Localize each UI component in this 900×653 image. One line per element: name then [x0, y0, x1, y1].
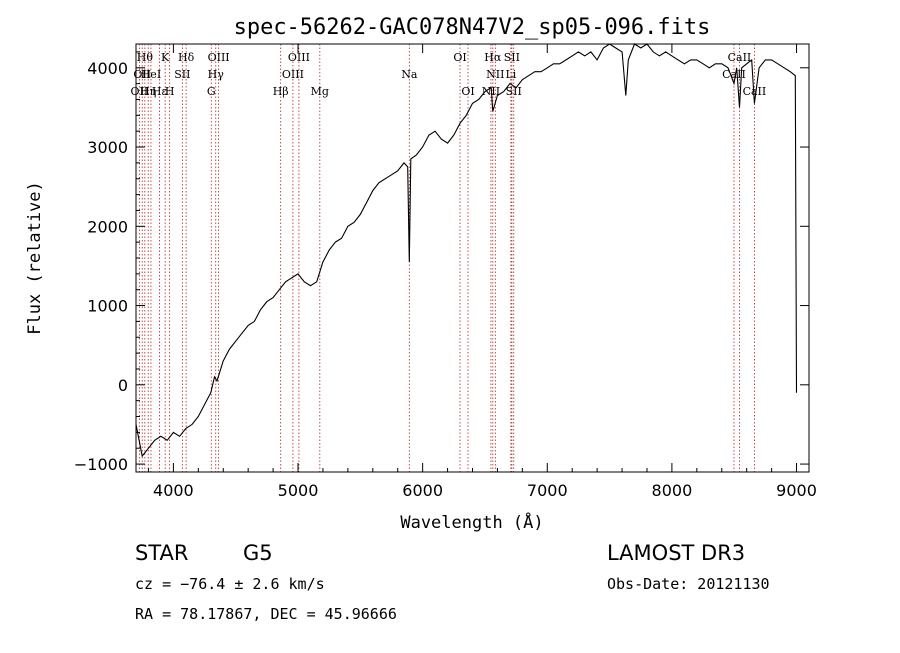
y-tick-label: −1000	[74, 455, 128, 474]
x-tick-label: 6000	[402, 481, 443, 500]
chart-title: spec-56262-GAC078N47V2_sp05-096.fits	[234, 15, 711, 40]
y-tick-label: 2000	[87, 217, 128, 236]
x-axis-label: Wavelength (Å)	[400, 511, 543, 533]
line-marker-group	[138, 44, 755, 472]
line-marker-label: G	[207, 85, 216, 98]
object-subclass: G5	[243, 541, 273, 565]
line-marker-label: SII	[174, 68, 190, 81]
x-axis-ticks: 4000 5000 6000 7000 8000 9000	[147, 44, 817, 500]
spectrum-series-line	[135, 43, 798, 458]
y-axis-ticks: −1000 0 1000 2000 3000 4000	[74, 51, 809, 474]
line-marker-label: Hγ	[208, 68, 225, 81]
x-tick-label: 7000	[527, 481, 568, 500]
line-marker-label: CaII	[728, 51, 752, 64]
x-tick-label: 5000	[278, 481, 319, 500]
line-marker-label: Li	[505, 68, 516, 81]
plot-frame	[135, 43, 810, 473]
line-marker-label: SII	[504, 51, 520, 64]
line-marker-label: Hβ	[273, 85, 289, 98]
x-tick-label: 8000	[652, 481, 693, 500]
line-marker-label: SII	[506, 85, 522, 98]
survey-name: LAMOST DR3	[607, 541, 745, 565]
line-marker-label: OIII	[208, 51, 230, 64]
y-axis-label: Flux (relative)	[25, 181, 45, 335]
line-marker-label: HeI	[141, 68, 161, 81]
line-marker-label: OI	[453, 51, 466, 64]
line-marker-label: H	[165, 85, 175, 98]
line-marker-label: Hδ	[178, 51, 195, 64]
obs-date: Obs-Date: 20121130	[607, 575, 770, 593]
x-tick-label: 9000	[776, 481, 817, 500]
line-marker-label: Na	[401, 68, 418, 81]
y-tick-label: 1000	[87, 297, 128, 316]
line-marker-label: Mg	[311, 85, 329, 98]
redshift-text: cz = −76.4 ± 2.6 km/s	[135, 575, 325, 593]
line-marker-label: OIII	[288, 51, 310, 64]
line-label-group: OII OII Hθ Hη HeI Hε K H SII Hδ G Hγ OIII Hβ OIII OIII M…	[131, 51, 767, 98]
line-marker-label: NII	[486, 68, 504, 81]
line-marker-label: Hη	[140, 85, 156, 98]
line-marker-label: Hθ	[137, 51, 154, 64]
line-marker-label: CaII	[722, 68, 746, 81]
object-type: STAR	[135, 541, 188, 565]
line-marker-label: Hε	[152, 85, 168, 98]
line-marker-label: OII	[133, 68, 151, 81]
line-marker-label: Hα	[484, 51, 502, 64]
line-marker-label: OIII	[282, 68, 304, 81]
line-marker-label: CaII	[743, 85, 767, 98]
y-tick-label: 4000	[87, 59, 128, 78]
x-tick-label: 4000	[153, 481, 194, 500]
y-tick-label: 0	[118, 376, 128, 395]
coordinates: RA = 78.17867, DEC = 45.96666	[135, 605, 397, 623]
line-marker-label: K	[161, 51, 170, 64]
y-tick-label: 3000	[87, 138, 128, 157]
line-marker-label: OII	[131, 85, 149, 98]
line-marker-label: OI	[461, 85, 474, 98]
